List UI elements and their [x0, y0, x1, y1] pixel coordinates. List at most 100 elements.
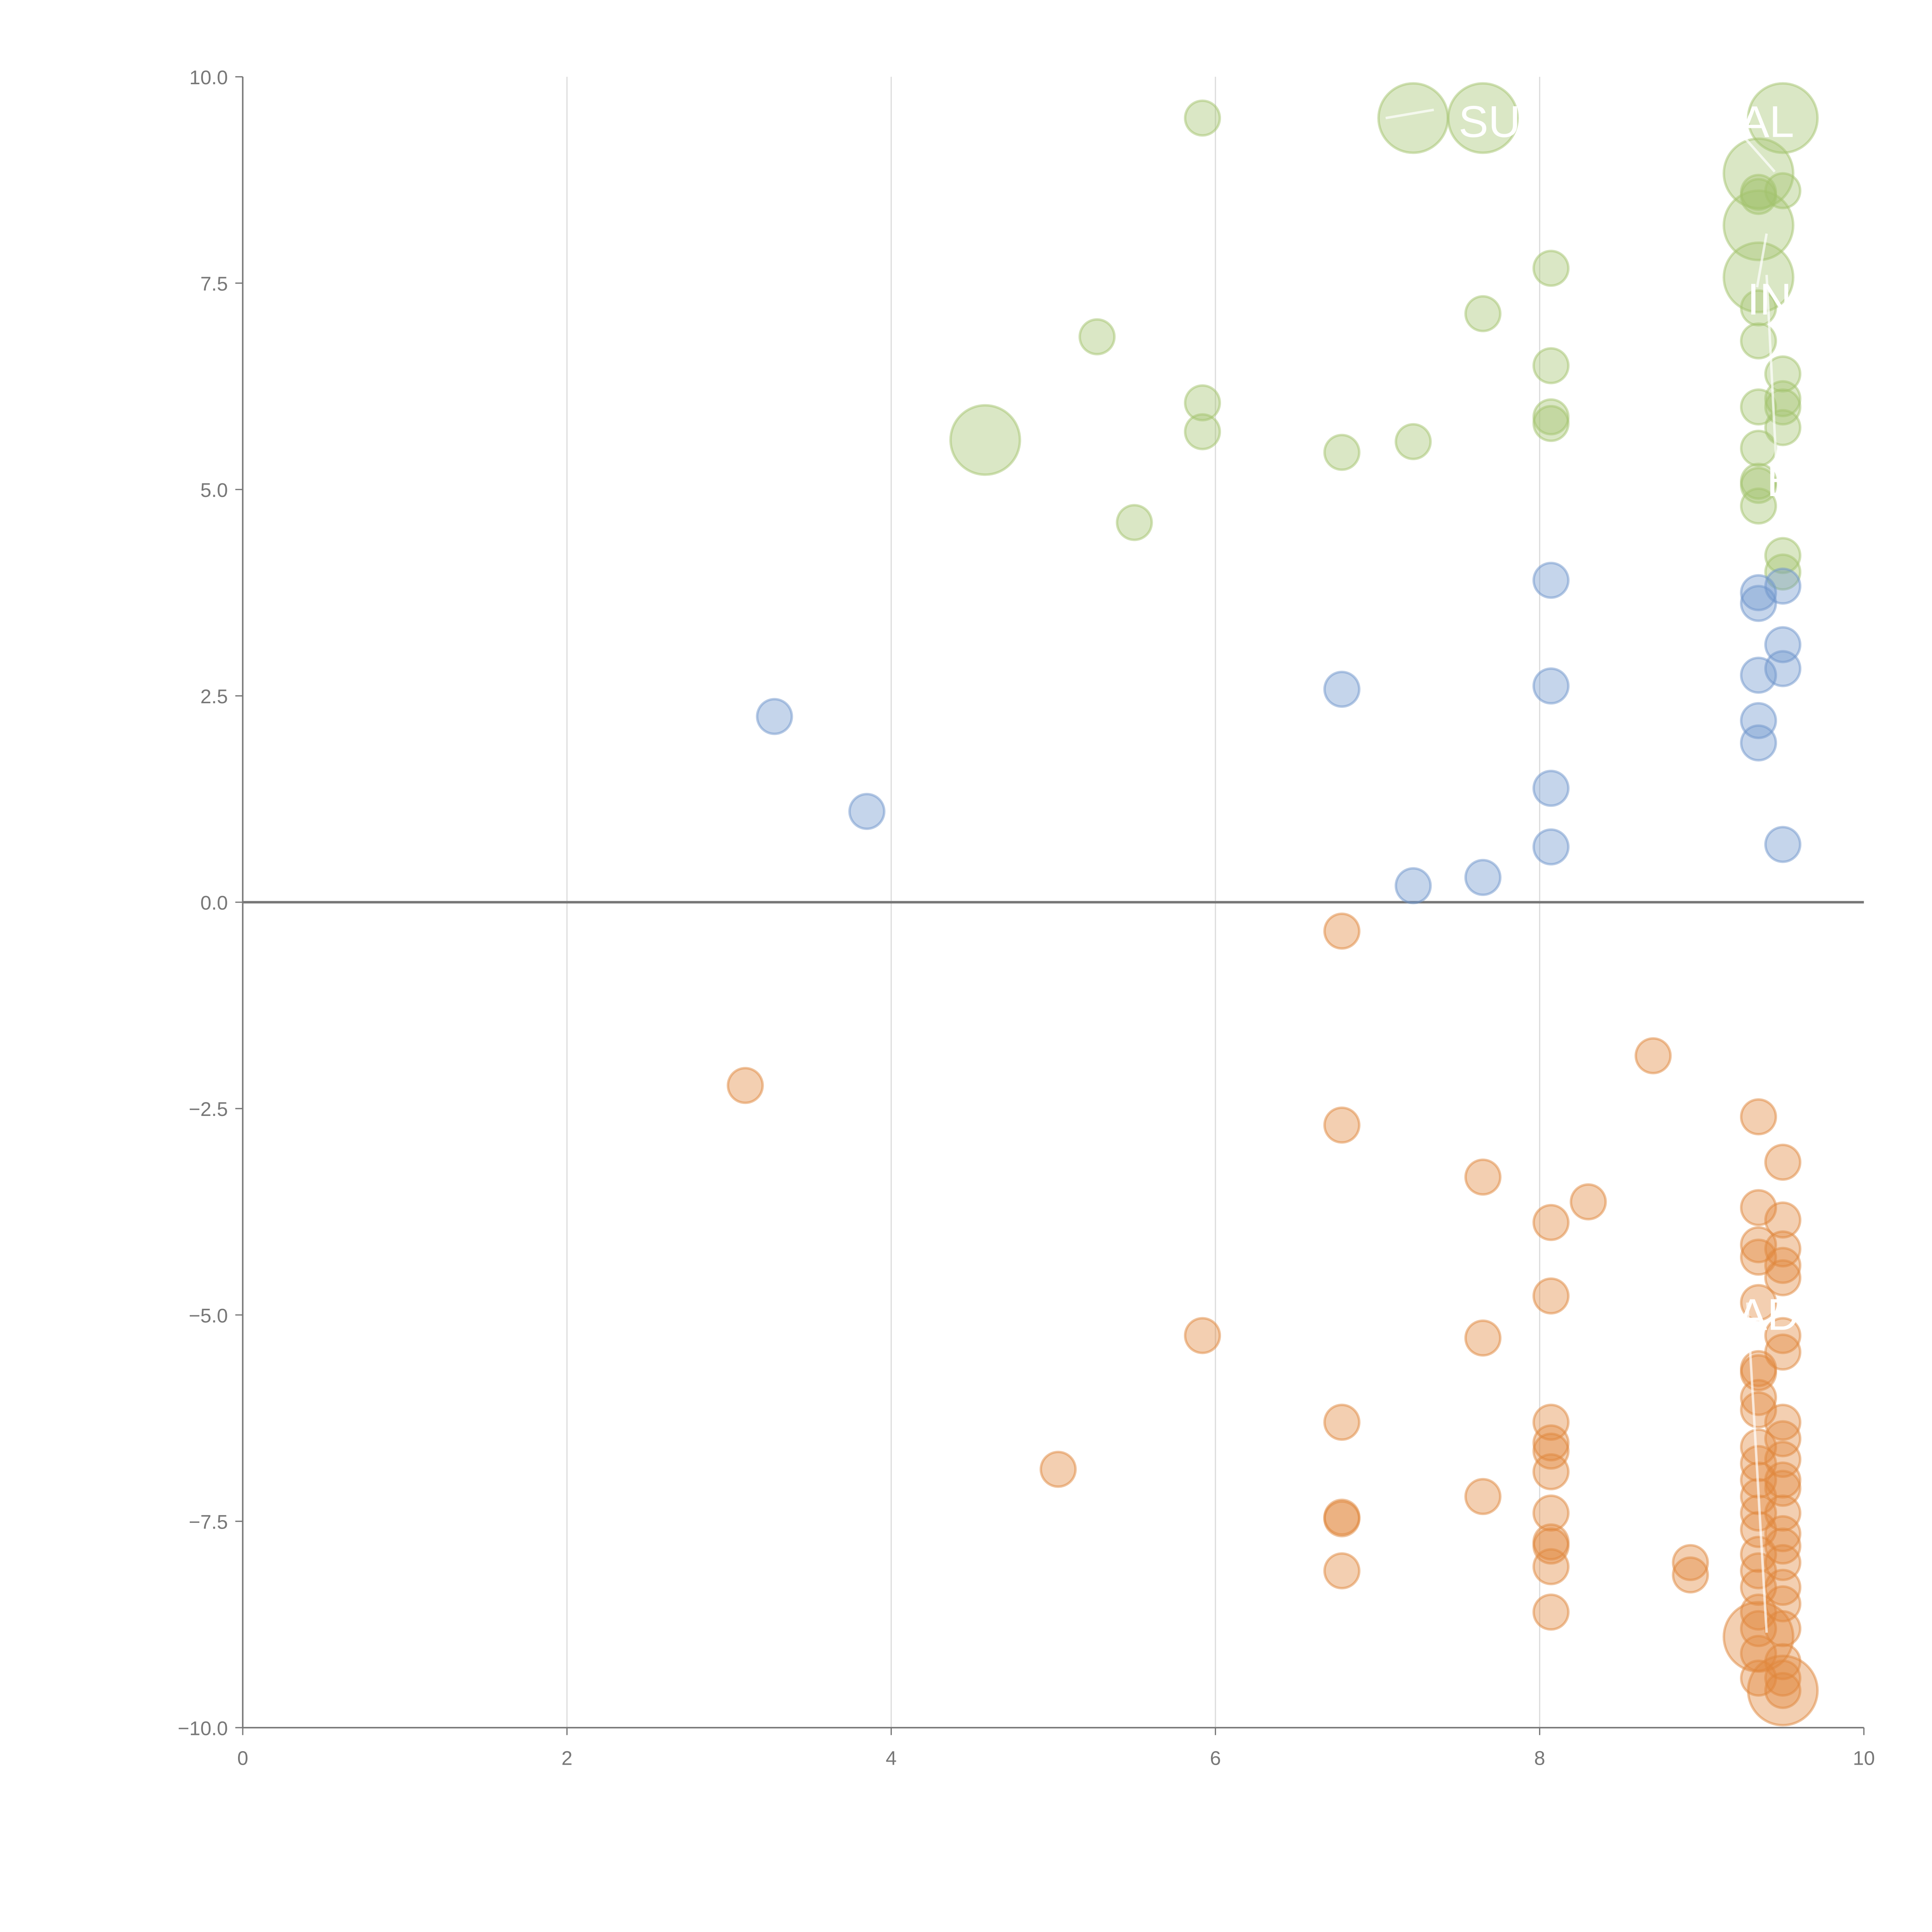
- orange-point: [1740, 1189, 1777, 1226]
- x-tick-label: 2: [561, 1747, 573, 1769]
- orange-point: [1464, 1319, 1502, 1357]
- orange-point: [1740, 1238, 1777, 1276]
- orange-point: [1764, 1515, 1802, 1553]
- x-tick: 6: [1210, 1728, 1221, 1769]
- orange-point: [1570, 1183, 1607, 1221]
- annotation-leader: [1746, 1302, 1768, 1633]
- orange-point: [1764, 1461, 1802, 1499]
- x-tick-label: 4: [886, 1747, 897, 1769]
- y-tick: −2.5: [189, 1098, 243, 1120]
- orange-point: [1532, 1277, 1570, 1315]
- orange-point: [1764, 1610, 1802, 1647]
- orange-point: [1532, 1204, 1570, 1241]
- green-point: [1532, 405, 1570, 442]
- orange-point: [1532, 1453, 1570, 1491]
- orange-point: [1764, 1201, 1802, 1239]
- orange-point: [1039, 1451, 1077, 1488]
- orange-point: [1740, 1379, 1777, 1416]
- y-tick: 7.5: [200, 273, 243, 295]
- green-point: [1078, 318, 1116, 355]
- green-point: [1532, 347, 1570, 384]
- orange-point: [1764, 1420, 1802, 1458]
- orange-point: [1464, 1158, 1502, 1196]
- orange-point: [1634, 1037, 1672, 1075]
- orange-point: [1764, 1672, 1802, 1709]
- y-tick-label: −2.5: [189, 1098, 228, 1120]
- orange-point: [1764, 1333, 1802, 1371]
- blue-point: [1764, 567, 1802, 605]
- green-point: [1116, 504, 1153, 541]
- green-point: [1723, 189, 1794, 262]
- blue-point: [1532, 828, 1570, 866]
- orange-point: [1740, 1284, 1777, 1321]
- annotation-label: EAL: [1710, 97, 1794, 147]
- green-point: [1184, 413, 1221, 451]
- green-point: [1395, 423, 1432, 461]
- orange-point: [1323, 1106, 1361, 1144]
- orange-point: [1764, 1143, 1802, 1181]
- green-point: [1184, 99, 1221, 137]
- orange-point: [1532, 1403, 1570, 1441]
- annotation-leader: [1719, 109, 1776, 173]
- x-tick: 8: [1534, 1728, 1545, 1769]
- blue-point: [1323, 670, 1361, 708]
- axes: 0 2 4 6 8 10 10.0 7.5 5.0 2.5 0.0 −2.5 −5.0 −7.5 −10.0: [178, 66, 1875, 1769]
- orange-point: [1764, 1494, 1802, 1532]
- orange-point: [1532, 1548, 1570, 1585]
- orange-point: [1672, 1556, 1709, 1594]
- y-tick-label: 5.0: [200, 479, 228, 501]
- orange-point: [1532, 1594, 1570, 1631]
- annotation-leader: [1756, 233, 1768, 288]
- green-point: [1740, 322, 1777, 360]
- annotation-leader: [1385, 108, 1434, 119]
- blue-point: [1395, 867, 1432, 905]
- orange-point: [1532, 1424, 1570, 1462]
- green-point: [1740, 388, 1777, 426]
- x-tick-label: 10: [1853, 1747, 1875, 1769]
- green-point: [1764, 553, 1802, 591]
- orange-point: [1764, 1259, 1802, 1296]
- y-tick-label: 7.5: [200, 273, 228, 295]
- green-point: [1740, 467, 1777, 504]
- data-points: [726, 82, 1819, 1726]
- orange-point: [1532, 1432, 1570, 1470]
- orange-point: [1464, 1478, 1502, 1515]
- orange-point: [1532, 1527, 1570, 1565]
- orange-point: [1764, 1659, 1802, 1697]
- blue-point: [1532, 770, 1570, 807]
- orange-point: [1764, 1440, 1802, 1478]
- y-tick: −10.0: [178, 1717, 243, 1739]
- blue-point: [756, 698, 793, 735]
- orange-point: [1747, 1655, 1819, 1726]
- green-point: [1447, 82, 1519, 154]
- blue-point: [1532, 561, 1570, 599]
- green-point: [949, 404, 1021, 476]
- green-point: [1184, 384, 1221, 422]
- x-tick: 2: [561, 1728, 573, 1769]
- green-point: [1532, 250, 1570, 287]
- x-tick: 4: [886, 1728, 897, 1769]
- orange-point: [1672, 1544, 1709, 1581]
- x-tick: 0: [237, 1728, 248, 1769]
- orange-point: [1532, 1494, 1570, 1532]
- y-tick: 2.5: [200, 685, 243, 707]
- blue-point: [1532, 667, 1570, 705]
- blue-point: [1764, 826, 1802, 863]
- orange-point: [1184, 1317, 1221, 1354]
- x-tick: 10: [1853, 1728, 1875, 1769]
- y-tick-label: 10.0: [189, 66, 228, 88]
- orange-point: [1740, 1391, 1777, 1429]
- y-tick-label: −5.0: [189, 1304, 228, 1327]
- y-tick: 0.0: [200, 892, 243, 914]
- y-tick-label: −10.0: [178, 1717, 228, 1739]
- y-tick: 10.0: [189, 66, 243, 88]
- orange-point: [1323, 912, 1361, 950]
- x-tick-label: 6: [1210, 1747, 1221, 1769]
- orange-point: [1764, 1247, 1802, 1284]
- blue-point: [1740, 724, 1777, 762]
- blue-point: [1740, 574, 1777, 611]
- green-point: [1740, 487, 1777, 525]
